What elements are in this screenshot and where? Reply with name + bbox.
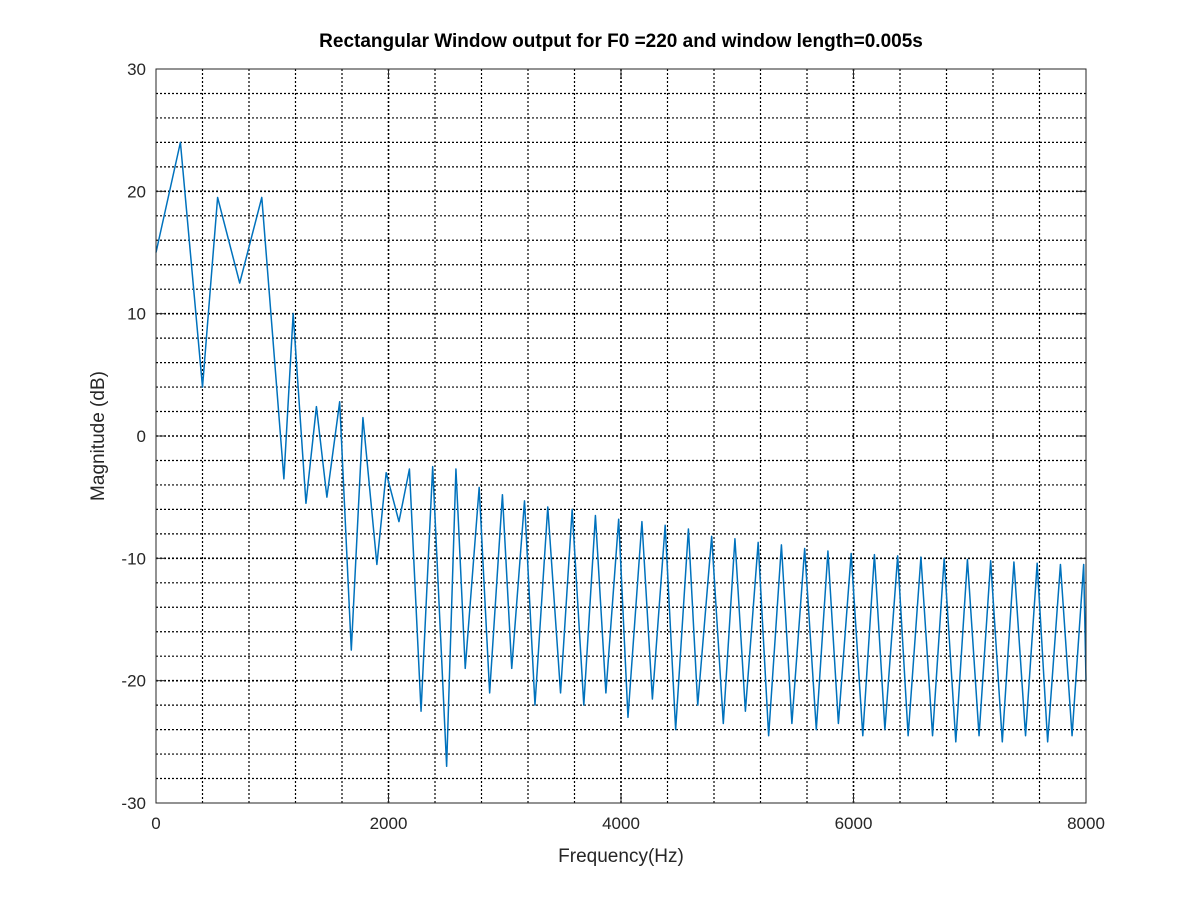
y-tick-label: -10 [121, 549, 146, 568]
x-tick-label: 2000 [370, 814, 408, 833]
x-axis-label: Frequency(Hz) [558, 846, 684, 867]
y-axis-label: Magnitude (dB) [88, 371, 109, 501]
series-layer [155, 141, 1087, 768]
y-tick-label: 20 [127, 182, 146, 201]
y-tick-label: -20 [121, 672, 146, 691]
ticks [155, 68, 1087, 804]
tick-labels: 0 2000 4000 6000 8000 -30 -20 -10 0 10 20 30 [121, 60, 1104, 833]
chart-title: Rectangular Window output for F0 =220 an… [319, 31, 923, 52]
y-tick-label: 10 [127, 305, 146, 324]
x-tick-label: 6000 [835, 814, 873, 833]
y-tick-label: 30 [127, 60, 146, 79]
x-tick-label: 8000 [1067, 814, 1105, 833]
x-tick-label: 0 [151, 814, 160, 833]
y-tick-label: -30 [121, 794, 146, 813]
series-line-0 [155, 141, 1087, 768]
y-tick-label: 0 [137, 427, 146, 446]
x-tick-label: 4000 [602, 814, 640, 833]
